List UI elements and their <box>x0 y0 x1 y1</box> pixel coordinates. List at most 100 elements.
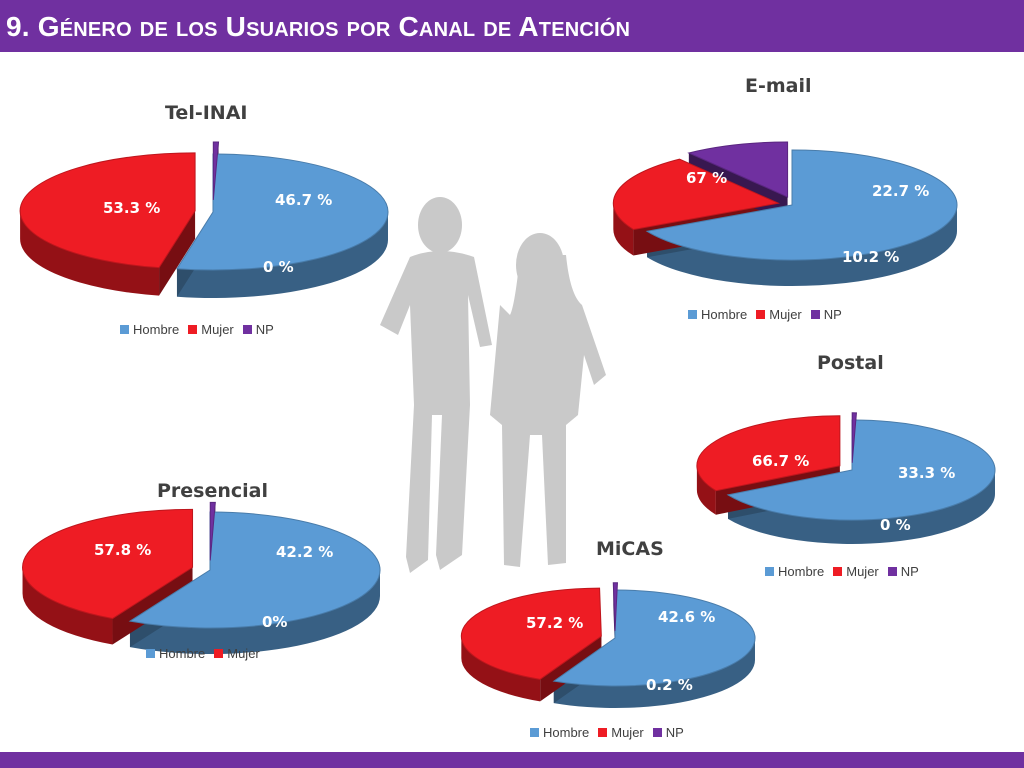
data-label-mujer: 33.3 % <box>898 464 955 482</box>
pie-slice-side-hombre <box>129 570 380 655</box>
page-title: 9. Género de los Usuarios por Canal de A… <box>6 11 631 42</box>
pie-slice-side-mujer <box>22 567 113 645</box>
data-label-hombre: 67 % <box>686 169 727 187</box>
pie-slice-side-hombre <box>728 470 995 544</box>
legend-label-hombre: Hombre <box>133 322 180 337</box>
legend-label-np: NP <box>823 307 842 322</box>
legend-item-np: NP <box>810 307 842 322</box>
legend-micas: Hombre Mujer NP <box>530 725 693 740</box>
data-label-mujer: 22.7 % <box>872 182 929 200</box>
data-label-np: 10.2 % <box>842 248 899 266</box>
legend-label-hombre: Hombre <box>701 307 748 322</box>
pie-slice-hombre <box>176 153 389 271</box>
data-label-np: 0 % <box>263 258 294 276</box>
legend-swatch-mujer <box>598 728 608 737</box>
pie-slice-np <box>212 141 220 201</box>
legend-label-np: NP <box>665 725 684 740</box>
chart-title-presencial: Presencial <box>157 480 269 502</box>
legend-swatch-hombre <box>120 325 129 334</box>
legend-item-mujer: Mujer <box>756 307 802 322</box>
legend-label-np: NP <box>255 322 274 337</box>
legend-swatch-np <box>242 325 252 334</box>
chart-title-email: E-mail <box>745 75 812 97</box>
legend-swatch-mujer <box>756 310 766 319</box>
pie-slice-hombre <box>726 419 996 521</box>
legend-label-mujer: Mujer <box>846 564 879 579</box>
legend-swatch-hombre <box>530 728 539 737</box>
data-label-hombre: 57.2 % <box>526 614 583 632</box>
data-label-np: 0% <box>262 613 287 631</box>
legend-item-np: NP <box>887 564 919 579</box>
legend-label-mujer: Mujer <box>227 646 260 661</box>
pie-slice-side-mujer <box>613 203 634 256</box>
data-label-hombre: 53.3 % <box>103 199 160 217</box>
legend-email: Hombre Mujer NP <box>688 307 851 322</box>
legend-label-hombre: Hombre <box>543 725 590 740</box>
pie-slice-mujer <box>612 158 781 231</box>
legend-presencial: Hombre Mujer <box>146 646 269 661</box>
chart-title-tel-inai: Tel-INAI <box>165 102 248 124</box>
pie-slice-np <box>851 412 858 463</box>
pie-slice-mujer <box>696 415 841 492</box>
pie-slice-mujer <box>19 152 196 269</box>
data-label-hombre: 57.8 % <box>94 541 151 559</box>
pie-slice-hombre <box>128 511 381 629</box>
pie-slice-side-hombre <box>553 638 755 708</box>
legend-label-mujer: Mujer <box>201 322 234 337</box>
data-label-hombre: 66.7 % <box>752 452 809 470</box>
legend-postal: Hombre Mujer NP <box>765 564 928 579</box>
legend-swatch-np <box>887 567 897 576</box>
legend-swatch-hombre <box>765 567 774 576</box>
pie-slice-side-hombre <box>176 212 388 298</box>
legend-item-mujer: Mujer <box>214 646 260 661</box>
pie-slice-np <box>612 582 618 631</box>
pie-slice-side-mujer <box>461 636 541 702</box>
chart-title-postal: Postal <box>817 352 884 374</box>
pie-slice-hombre <box>552 589 756 687</box>
legend-swatch-mujer <box>188 325 198 334</box>
pie-slice-side-mujer <box>696 465 716 515</box>
legend-swatch-mujer <box>214 649 224 658</box>
title-bar: 9. Género de los Usuarios por Canal de A… <box>0 0 1024 52</box>
legend-label-mujer: Mujer <box>611 725 644 740</box>
footer-bar <box>0 752 1024 768</box>
pie-slice-face-mujer <box>112 567 193 645</box>
legend-item-np: NP <box>242 322 274 337</box>
pie-slice-hombre <box>645 149 958 261</box>
legend-item-np: NP <box>652 725 684 740</box>
legend-label-mujer: Mujer <box>769 307 802 322</box>
legend-label-hombre: Hombre <box>778 564 825 579</box>
couple-silhouette-image <box>380 197 606 573</box>
legend-item-hombre: Hombre <box>146 646 205 661</box>
pie-slice-np <box>687 141 789 198</box>
data-label-mujer: 46.7 % <box>275 191 332 209</box>
pie-slice-np <box>209 501 216 561</box>
legend-swatch-np <box>810 310 820 319</box>
legend-item-hombre: Hombre <box>530 725 589 740</box>
legend-label-np: NP <box>900 564 919 579</box>
legend-item-mujer: Mujer <box>188 322 234 337</box>
data-label-np: 0.2 % <box>646 676 693 694</box>
legend-tel-inai: Hombre Mujer NP <box>120 322 283 337</box>
legend-item-mujer: Mujer <box>598 725 644 740</box>
legend-item-hombre: Hombre <box>120 322 179 337</box>
legend-swatch-mujer <box>833 567 843 576</box>
legend-swatch-hombre <box>146 649 155 658</box>
chart-title-micas: MiCAS <box>596 538 664 560</box>
pie-slice-face-mujer <box>159 210 196 296</box>
data-label-mujer: 42.6 % <box>658 608 715 626</box>
legend-item-hombre: Hombre <box>688 307 747 322</box>
pie-slice-mujer <box>460 587 602 680</box>
data-label-mujer: 42.2 % <box>276 543 333 561</box>
pie-slice-side-hombre <box>647 205 957 286</box>
pie-slice-side-mujer <box>20 210 160 296</box>
legend-swatch-hombre <box>688 310 697 319</box>
pie-slice-mujer <box>22 508 194 620</box>
legend-swatch-np <box>652 728 662 737</box>
data-label-np: 0 % <box>880 516 911 534</box>
